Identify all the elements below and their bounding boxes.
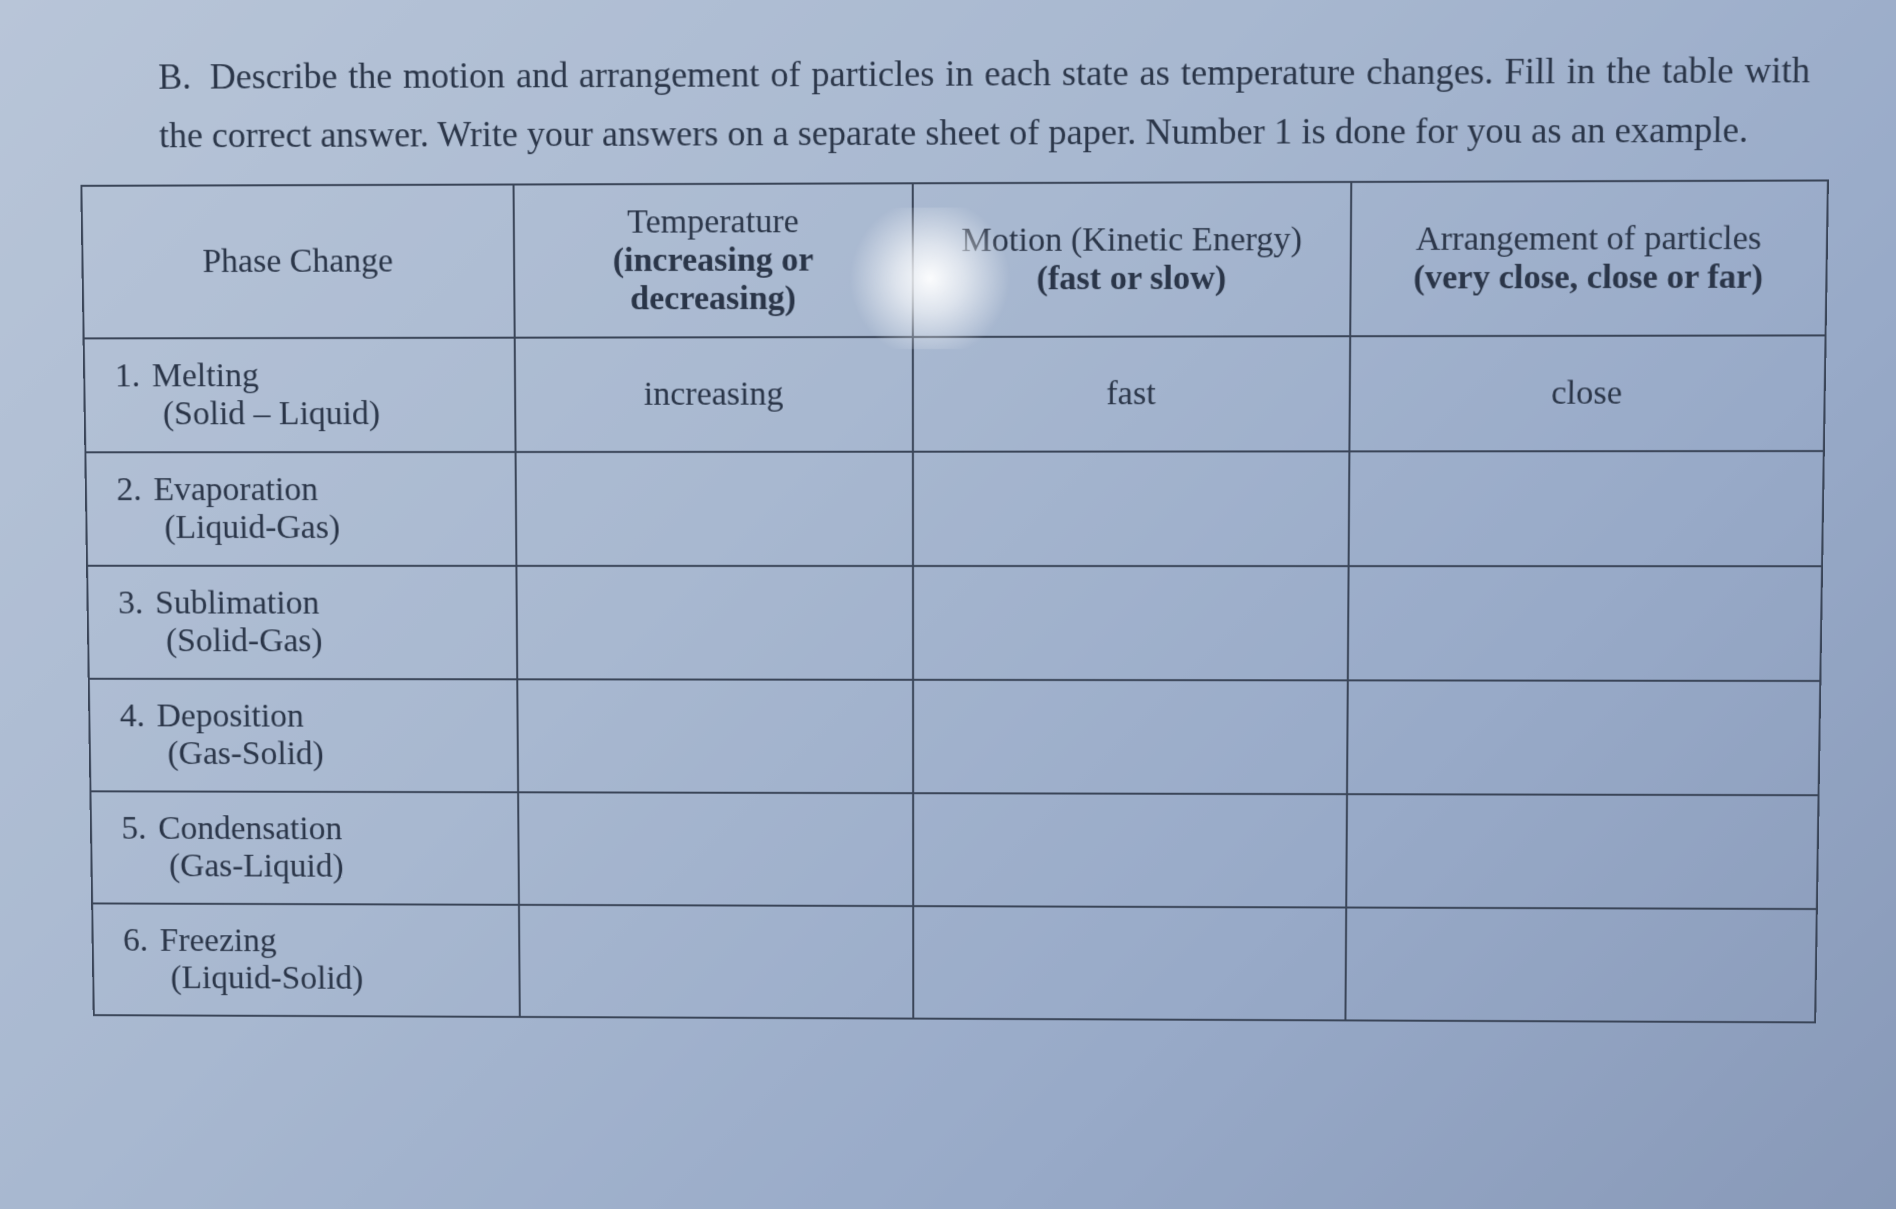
motion-cell: fast	[913, 336, 1350, 451]
table-row: 3. Sublimation(Solid-Gas)	[87, 566, 1822, 681]
instruction-label: B.	[158, 56, 191, 97]
phase-cell: 6. Freezing(Liquid-Solid)	[92, 904, 519, 1017]
phase-change-table: Phase Change Temperature (increasing or …	[80, 180, 1829, 1024]
table-body: 1. Melting(Solid – Liquid) increasingfastc…	[84, 336, 1826, 1023]
table-header-row: Phase Change Temperature (increasing or …	[81, 181, 1828, 339]
phase-number: 3.	[118, 585, 144, 623]
header-motion: Motion (Kinetic Energy) (fast or slow)	[913, 182, 1351, 337]
temperature-cell	[518, 905, 913, 1019]
phase-name: Deposition	[156, 698, 304, 736]
phase-name: Sublimation	[155, 585, 320, 623]
phase-transition: (Gas-Liquid)	[122, 848, 494, 887]
header-motion-line2: (fast or slow)	[938, 259, 1325, 298]
temperature-cell	[516, 566, 913, 680]
instruction-paragraph: B. Describe the motion and arrangement o…	[78, 41, 1831, 185]
phase-cell: 1. Melting(Solid – Liquid)	[84, 338, 515, 453]
header-arrange-line2: (very close, close or far)	[1376, 258, 1802, 298]
temperature-cell	[517, 679, 914, 793]
header-phase-change: Phase Change	[81, 185, 514, 339]
phase-number: 2.	[116, 471, 142, 509]
table-row: 2. Evaporation(Liquid-Gas)	[85, 451, 1823, 566]
header-arrangement: Arrangement of particles (very close, cl…	[1350, 181, 1828, 337]
worksheet-page: B. Describe the motion and arrangement o…	[78, 41, 1831, 1158]
phase-item: 1. Melting(Solid – Liquid)	[115, 357, 490, 434]
phase-item: 6. Freezing(Liquid-Solid)	[123, 922, 495, 998]
phase-transition: (Solid-Gas)	[118, 623, 491, 661]
phase-number: 5.	[121, 810, 147, 847]
header-phase-text: Phase Change	[202, 243, 393, 281]
header-motion-line1: Motion (Kinetic Energy)	[938, 221, 1325, 261]
table-row: 4. Deposition(Gas-Solid)	[89, 679, 1821, 795]
table-row: 5. Condensation(Gas-Liquid)	[90, 792, 1818, 910]
arrangement-cell	[1347, 681, 1820, 796]
motion-cell	[913, 680, 1347, 794]
phase-item: 5. Condensation(Gas-Liquid)	[121, 810, 493, 886]
motion-cell	[913, 452, 1349, 567]
arrangement-cell	[1346, 794, 1819, 909]
phase-name: Condensation	[158, 810, 342, 848]
motion-cell	[914, 906, 1347, 1020]
phase-name: Melting	[152, 357, 259, 395]
phase-number-name: 2. Evaporation	[116, 471, 490, 509]
phase-number-name: 6. Freezing	[123, 922, 494, 961]
phase-cell: 3. Sublimation(Solid-Gas)	[87, 566, 517, 680]
phase-number-name: 3. Sublimation	[118, 585, 492, 623]
motion-cell	[913, 793, 1346, 907]
temperature-cell	[515, 452, 913, 566]
header-arrange-line1: Arrangement of particles	[1376, 220, 1802, 260]
phase-cell: 2. Evaporation(Liquid-Gas)	[85, 452, 516, 566]
header-temp-line2: (increasing or decreasing)	[538, 241, 888, 318]
phase-transition: (Solid – Liquid)	[115, 395, 490, 433]
header-temp-line1: Temperature	[538, 203, 888, 242]
arrangement-cell: close	[1349, 336, 1825, 452]
instruction-text: Describe the motion and arrangement of p…	[159, 49, 1811, 155]
phase-item: 3. Sublimation(Solid-Gas)	[118, 585, 492, 661]
phase-number: 4.	[120, 698, 146, 736]
phase-item: 2. Evaporation(Liquid-Gas)	[116, 471, 491, 547]
phase-number-name: 4. Deposition	[120, 698, 493, 736]
temperature-cell	[518, 792, 914, 906]
arrangement-cell	[1348, 566, 1822, 681]
table-row: 1. Melting(Solid – Liquid) increasingfastc…	[84, 336, 1826, 453]
header-temperature: Temperature (increasing or decreasing)	[513, 183, 913, 337]
phase-cell: 4. Deposition(Gas-Solid)	[89, 679, 518, 793]
phase-transition: (Liquid-Gas)	[117, 509, 491, 547]
phase-transition: (Liquid-Solid)	[123, 960, 494, 999]
phase-number: 1.	[115, 358, 141, 396]
phase-name: Evaporation	[153, 471, 318, 509]
phase-name: Freezing	[160, 922, 277, 960]
arrangement-cell	[1345, 908, 1817, 1023]
phase-number-name: 1. Melting	[115, 357, 490, 396]
table-row: 6. Freezing(Liquid-Solid)	[92, 904, 1817, 1023]
phase-item: 4. Deposition(Gas-Solid)	[120, 698, 493, 774]
arrangement-cell	[1348, 451, 1823, 566]
phase-transition: (Gas-Solid)	[120, 735, 493, 773]
motion-cell	[913, 566, 1348, 680]
phase-number-name: 5. Condensation	[121, 810, 493, 848]
phase-number: 6.	[123, 922, 149, 959]
temperature-cell: increasing	[514, 337, 913, 452]
phase-cell: 5. Condensation(Gas-Liquid)	[90, 792, 518, 905]
